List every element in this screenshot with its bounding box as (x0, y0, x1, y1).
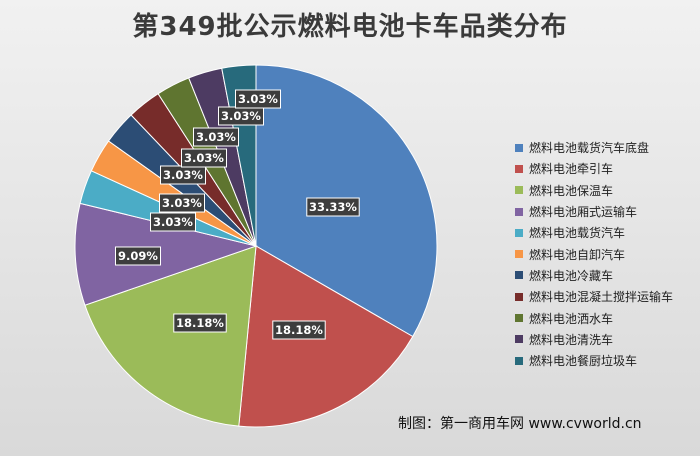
data-label-text: 3.03% (238, 92, 278, 106)
data-label-text: 18.18% (275, 323, 323, 337)
legend-label: 燃料电池保温车 (529, 183, 614, 198)
data-label-box (159, 193, 205, 213)
data-label-box (193, 127, 239, 147)
legend-label: 燃料电池洒水车 (529, 311, 614, 326)
legend-item: 燃料电池牵引车 (515, 158, 695, 179)
legend-item: 燃料电池载货汽车底盘 (515, 137, 695, 158)
legend-swatch (515, 186, 523, 195)
data-label-4: 9.09% (115, 246, 161, 266)
legend-label: 燃料电池餐厨垃圾车 (529, 354, 638, 369)
legend-label: 燃料电池清洗车 (529, 332, 614, 347)
pie-slice-2 (238, 245, 414, 428)
data-label-box (181, 148, 227, 168)
data-label-11: 3.03% (235, 89, 281, 109)
data-label-9: 3.03% (193, 127, 239, 147)
legend-swatch (515, 356, 523, 365)
data-label-text: 9.09% (118, 249, 158, 263)
data-label-box (235, 89, 281, 109)
legend-item: 燃料电池清洗车 (515, 329, 695, 350)
legend-label: 燃料电池自卸汽车 (529, 247, 626, 262)
data-label-text: 3.03% (184, 151, 224, 165)
legend-swatch (515, 164, 523, 173)
data-label-text: 3.03% (153, 215, 193, 229)
legend-swatch (515, 314, 523, 323)
pie-data-labels: 33.33% 18.18% 18.18% 9.09% 3.03% 3.03% 3.03% 3.… (115, 89, 360, 340)
data-label-text: 3.03% (221, 109, 261, 123)
legend-item: 燃料电池厢式运输车 (515, 201, 695, 222)
legend-label: 燃料电池牵引车 (529, 162, 614, 177)
data-label-2: 18.18% (272, 320, 326, 340)
legend-swatch (515, 143, 523, 152)
legend-swatch (515, 271, 523, 280)
legend-item: 燃料电池洒水车 (515, 307, 695, 328)
legend-swatch (515, 335, 523, 344)
data-label-box (272, 320, 326, 340)
legend-swatch (515, 207, 523, 216)
legend-swatch (515, 292, 523, 301)
legend-label: 燃料电池冷藏车 (529, 268, 614, 283)
legend-label: 燃料电池载货汽车 (529, 226, 626, 241)
data-label-text: 3.03% (196, 130, 236, 144)
chart-title: 第349批公示燃料电池卡车品类分布 (132, 12, 568, 42)
data-label-box (150, 212, 196, 232)
data-label-3: 18.18% (173, 313, 227, 333)
legend-label: 燃料电池混凝土搅拌运输车 (529, 290, 674, 305)
pie-slice-4 (74, 202, 258, 306)
data-label-box (173, 313, 227, 333)
data-label-7: 3.03% (160, 165, 206, 185)
data-label-6: 3.03% (159, 193, 205, 213)
legend-label: 燃料电池厢式运输车 (529, 205, 638, 220)
legend-item: 燃料电池自卸汽车 (515, 243, 695, 264)
data-label-text: 33.33% (309, 200, 357, 214)
legend-item: 燃料电池保温车 (515, 180, 695, 201)
data-label-text: 3.03% (162, 196, 202, 210)
data-label-1: 33.33% (306, 197, 360, 217)
legend-item: 燃料电池混凝土搅拌运输车 (515, 286, 695, 307)
legend-item: 燃料电池载货汽车 (515, 222, 695, 243)
data-label-5: 3.03% (150, 212, 196, 232)
data-label-box (306, 197, 360, 217)
legend-swatch (515, 250, 523, 259)
data-label-box (115, 246, 161, 266)
legend-label: 燃料电池载货汽车底盘 (529, 141, 650, 156)
data-label-text: 18.18% (176, 316, 224, 330)
legend-item: 燃料电池餐厨垃圾车 (515, 350, 695, 371)
source-credit: 制图：第一商用车网 www.cvworld.cn (398, 416, 642, 432)
legend-item: 燃料电池冷藏车 (515, 265, 695, 286)
pie-slice-3 (84, 245, 257, 427)
legend: 燃料电池载货汽车底盘 燃料电池牵引车 燃料电池保温车燃料电池厢式运输车 燃料电池载货汽… (515, 137, 695, 371)
data-label-10: 3.03% (218, 106, 264, 126)
data-label-text: 3.03% (163, 168, 203, 182)
data-label-8: 3.03% (181, 148, 227, 168)
legend-swatch (515, 228, 523, 237)
